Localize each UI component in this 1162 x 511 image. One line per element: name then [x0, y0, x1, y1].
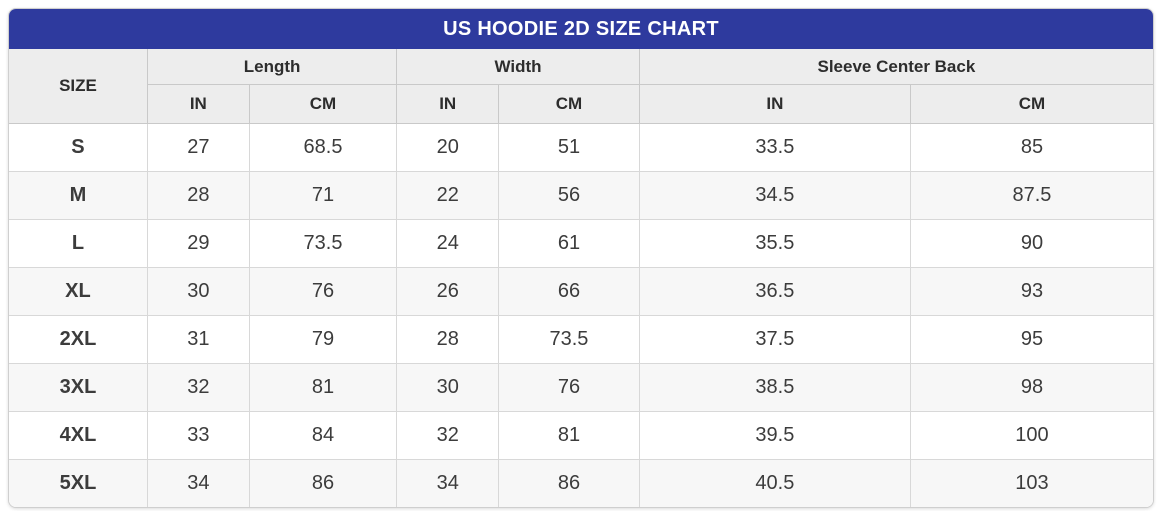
measurement-cell: 26 — [396, 267, 500, 316]
measurement-cell: 33 — [146, 411, 250, 460]
measurement-cell: 34 — [146, 459, 250, 507]
column-group-width: Width — [396, 49, 640, 85]
table-row-l: L 29 73.5 24 61 35.5 90 — [9, 219, 1153, 268]
measurement-cell: 76 — [248, 267, 398, 316]
size-cell: S — [9, 123, 148, 172]
size-cell: 4XL — [9, 411, 148, 460]
measurement-cell: 71 — [248, 171, 398, 220]
width-cm-header: CM — [498, 84, 640, 124]
size-cell: 5XL — [9, 459, 148, 507]
measurement-cell: 73.5 — [498, 315, 640, 364]
size-chart-card: US HOODIE 2D SIZE CHART SIZE Length Widt… — [8, 8, 1154, 508]
measurement-cell: 40.5 — [638, 459, 911, 507]
measurement-cell: 34.5 — [638, 171, 911, 220]
measurement-cell: 95 — [909, 315, 1153, 364]
length-in-header: IN — [147, 84, 250, 124]
measurement-cell: 87.5 — [909, 171, 1153, 220]
measurement-cell: 35.5 — [638, 219, 911, 268]
measurement-cell: 73.5 — [248, 219, 398, 268]
size-cell: 2XL — [9, 315, 148, 364]
table-row-2xl: 2XL 31 79 28 73.5 37.5 95 — [9, 315, 1153, 364]
measurement-cell: 81 — [498, 411, 640, 460]
measurement-cell: 103 — [909, 459, 1153, 507]
table-row-m: M 28 71 22 56 34.5 87.5 — [9, 171, 1153, 220]
measurement-cell: 28 — [146, 171, 250, 220]
measurement-cell: 36.5 — [638, 267, 911, 316]
measurement-cell: 27 — [146, 123, 250, 172]
table-row-5xl: 5XL 34 86 34 86 40.5 103 — [9, 459, 1153, 507]
measurement-cell: 81 — [248, 363, 398, 412]
measurement-cell: 90 — [909, 219, 1153, 268]
sleeve-cm-header: CM — [909, 84, 1153, 124]
measurement-cell: 61 — [498, 219, 640, 268]
measurement-cell: 79 — [248, 315, 398, 364]
sleeve-in-header: IN — [638, 84, 911, 124]
measurement-cell: 32 — [146, 363, 250, 412]
measurement-cell: 93 — [909, 267, 1153, 316]
measurement-cell: 56 — [498, 171, 640, 220]
column-group-length: Length — [146, 49, 398, 85]
measurement-cell: 28 — [396, 315, 500, 364]
measurement-cell: 39.5 — [638, 411, 911, 460]
measurement-cell: 20 — [396, 123, 500, 172]
measurement-cell: 38.5 — [638, 363, 911, 412]
measurement-cell: 100 — [909, 411, 1153, 460]
table-row-xl: XL 30 76 26 66 36.5 93 — [9, 267, 1153, 316]
measurement-cell: 31 — [146, 315, 250, 364]
measurement-cell: 86 — [248, 459, 398, 507]
column-group-header-row: SIZE Length Width Sleeve Center Back — [9, 49, 1153, 124]
size-cell: L — [9, 219, 148, 268]
measurement-cell: 84 — [248, 411, 398, 460]
column-group-sleeve-center-back: Sleeve Center Back — [638, 49, 1153, 85]
measurement-cell: 24 — [396, 219, 500, 268]
measurement-cell: 37.5 — [638, 315, 911, 364]
measurement-cell: 34 — [396, 459, 500, 507]
size-column-header: SIZE — [9, 49, 148, 124]
size-chart-table: SIZE Length Width Sleeve Center Back IN … — [9, 49, 1153, 507]
measurement-cell: 29 — [146, 219, 250, 268]
measurement-cell: 86 — [498, 459, 640, 507]
measurement-cell: 30 — [396, 363, 500, 412]
size-cell: XL — [9, 267, 148, 316]
measurement-cell: 30 — [146, 267, 250, 316]
unit-header-row: IN CM IN CM IN CM — [9, 84, 1153, 124]
length-cm-header: CM — [248, 84, 398, 124]
size-chart-title-bar: US HOODIE 2D SIZE CHART — [9, 9, 1153, 49]
size-chart-title: US HOODIE 2D SIZE CHART — [443, 18, 719, 40]
size-cell: 3XL — [9, 363, 148, 412]
table-row-s: S 27 68.5 20 51 33.5 85 — [9, 123, 1153, 172]
size-cell: M — [9, 171, 148, 220]
measurement-cell: 98 — [909, 363, 1153, 412]
measurement-cell: 68.5 — [248, 123, 398, 172]
table-row-4xl: 4XL 33 84 32 81 39.5 100 — [9, 411, 1153, 460]
measurement-cell: 85 — [909, 123, 1153, 172]
measurement-cell: 66 — [498, 267, 640, 316]
measurement-cell: 33.5 — [638, 123, 911, 172]
measurement-cell: 22 — [396, 171, 500, 220]
measurement-cell: 76 — [498, 363, 640, 412]
measurement-cell: 32 — [396, 411, 500, 460]
measurement-cell: 51 — [498, 123, 640, 172]
table-row-3xl: 3XL 32 81 30 76 38.5 98 — [9, 363, 1153, 412]
width-in-header: IN — [396, 84, 500, 124]
